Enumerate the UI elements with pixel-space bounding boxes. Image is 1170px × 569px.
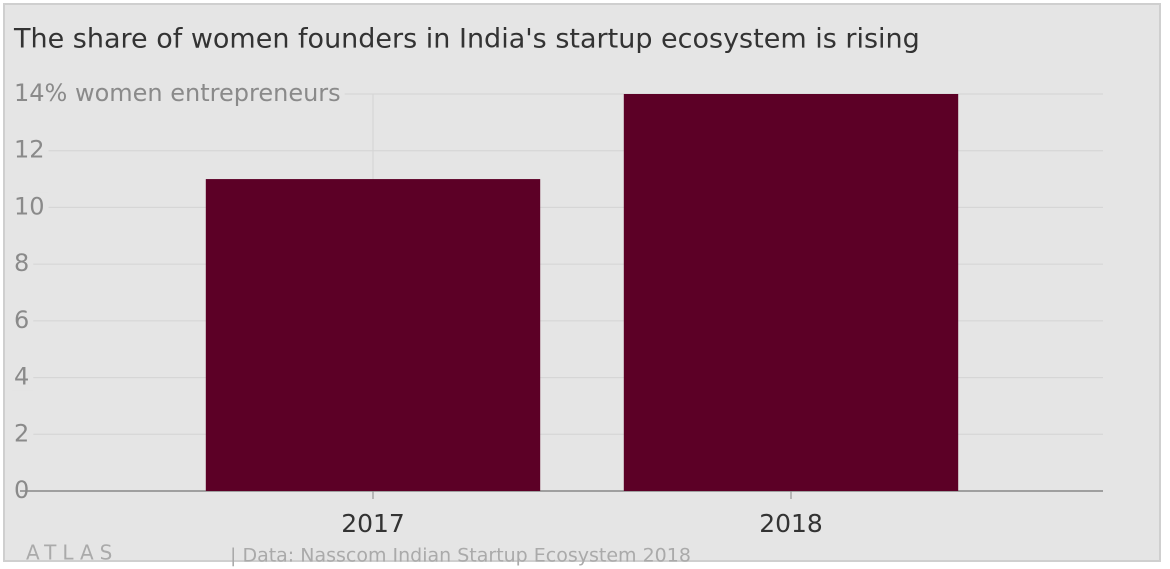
source: | Data: Nasscom Indian Startup Ecosystem…	[230, 545, 691, 567]
y-tick-label: 6	[14, 306, 29, 334]
bar	[623, 94, 959, 491]
y-tick-label: 0	[14, 476, 29, 504]
tick-label-bg	[12, 362, 34, 391]
chart-title: The share of women founders in India's s…	[13, 24, 920, 55]
x-tick-label: 2018	[759, 509, 823, 538]
tick-label-bg	[12, 305, 34, 334]
y-tick-label: 2	[14, 419, 29, 447]
y-tick-label: 12	[14, 136, 45, 164]
y-tick-label: 10	[14, 192, 45, 220]
y-tick-label: 4	[14, 363, 29, 391]
y-tick-label: 8	[14, 249, 29, 277]
logo: ATLAS	[26, 541, 118, 565]
tick-label-bg	[12, 135, 49, 164]
bar	[205, 179, 541, 492]
y-tick-label: 14% women entrepreneurs	[14, 79, 341, 107]
tick-label-bg	[12, 249, 34, 278]
tick-label-bg	[12, 192, 49, 221]
tick-label-bg	[12, 419, 34, 448]
tick-label-bg	[12, 79, 345, 107]
x-tick-label: 2017	[341, 509, 405, 538]
